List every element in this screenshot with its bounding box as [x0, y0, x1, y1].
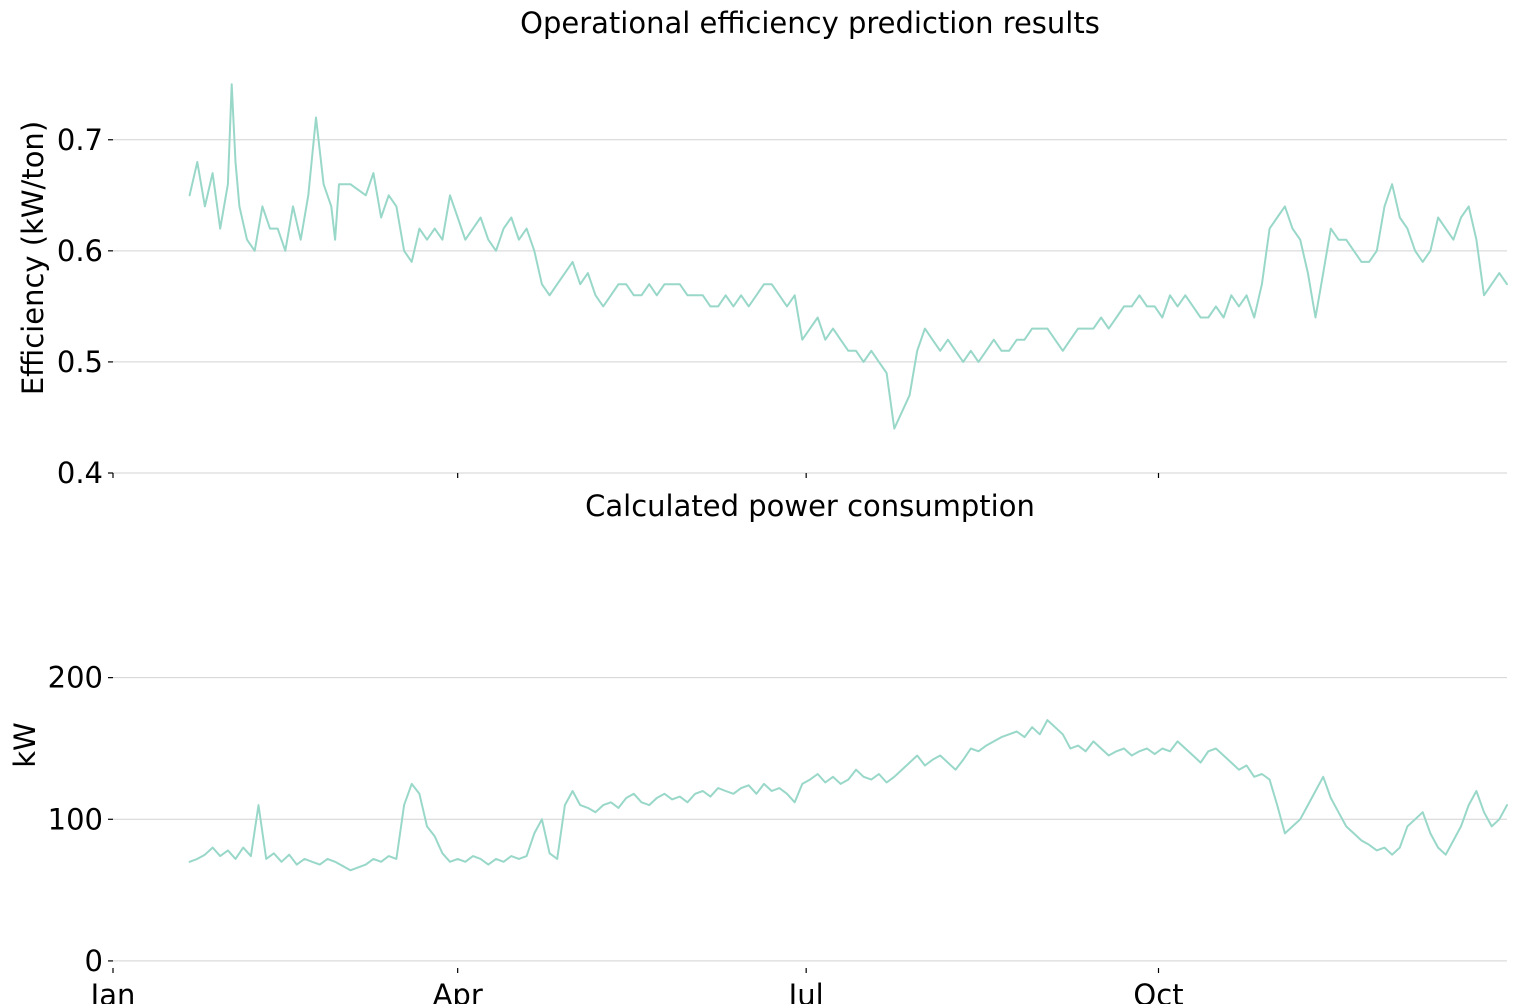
efficiency-y-tick-label: 0.4 [57, 456, 103, 490]
efficiency-y-tick-label: 0.5 [57, 345, 103, 379]
power-panel: Calculated power consumption 0 100 200 Jan… [8, 489, 1508, 1004]
power-chart-title: Calculated power consumption [585, 489, 1035, 523]
power-y-axis-label: kW [8, 722, 42, 767]
x-tick-label: Apr [433, 978, 483, 1004]
x-tick-label: Oct [1133, 978, 1183, 1004]
power-gridlines [113, 677, 1507, 962]
x-tick-label: Jul [787, 978, 824, 1004]
efficiency-series-line [188, 83, 1508, 430]
power-y-tick-label: 200 [48, 661, 103, 695]
efficiency-y-tick-label: 0.7 [57, 123, 103, 157]
power-y-ticks: 0 100 200 [48, 661, 113, 978]
efficiency-x-tickmarks [112, 473, 1160, 478]
power-y-tick-label: 0 [85, 944, 103, 978]
power-y-tick-label: 100 [48, 802, 103, 836]
efficiency-panel: Operational efficiency prediction result… [16, 6, 1508, 490]
efficiency-y-axis-label: Efficiency (kW/ton) [16, 121, 50, 395]
power-x-ticks: Jan Apr Jul Oct [89, 968, 1184, 1004]
efficiency-gridlines [113, 139, 1507, 474]
power-series [188, 719, 1508, 872]
efficiency-chart-title: Operational efficiency prediction result… [520, 6, 1100, 40]
efficiency-series [188, 83, 1508, 430]
x-tick-label: Jan [89, 978, 136, 1004]
efficiency-y-ticks: 0.4 0.5 0.6 0.7 [57, 123, 113, 490]
power-series-line [188, 719, 1508, 872]
efficiency-y-tick-label: 0.6 [57, 234, 103, 268]
